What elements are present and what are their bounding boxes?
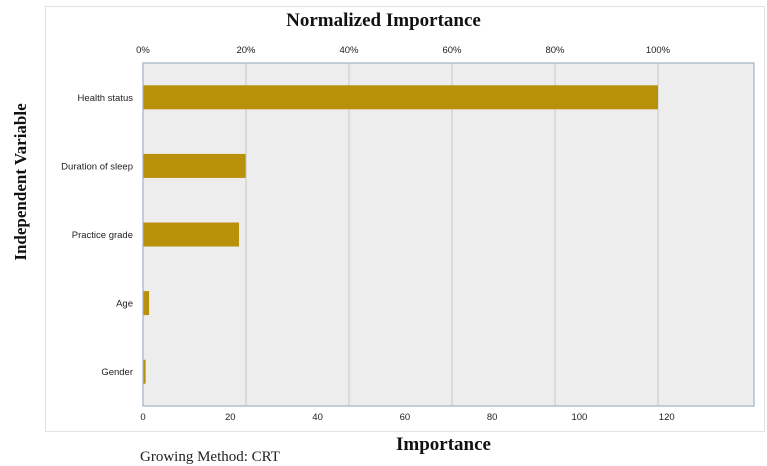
grid-lines: [245, 63, 659, 406]
chart-title: Normalized Importance: [286, 10, 481, 31]
x-tick-label: 0: [140, 412, 145, 423]
top-tick-label: 20%: [236, 45, 256, 56]
x-tick-label: 20: [225, 412, 236, 423]
top-tick-labels: 0% 20% 40% 60% 80% 100%: [136, 45, 671, 56]
x-tick-label: 60: [400, 412, 411, 423]
bar: [143, 153, 246, 178]
bar: [143, 291, 150, 316]
plot-border: [142, 62, 755, 407]
top-tick-label: 80%: [545, 45, 565, 56]
top-tick-label: 40%: [339, 45, 359, 56]
x-axis-title: Importance: [396, 434, 491, 455]
category-label: Age: [116, 299, 133, 310]
top-tick-label: 0%: [136, 45, 150, 56]
plot-area: [143, 63, 754, 406]
category-label: Duration of sleep: [61, 161, 133, 172]
top-tick-label: 100%: [646, 45, 671, 56]
category-labels: Health status Duration of sleep Practice g…: [61, 93, 133, 378]
x-tick-labels: 0 20 40 60 80 100 120: [140, 412, 674, 423]
category-label: Health status: [78, 93, 134, 104]
top-tick-label: 60%: [442, 45, 462, 56]
x-tick-label: 100: [571, 412, 587, 423]
bars: [143, 85, 658, 384]
bar: [143, 222, 240, 247]
bar: [143, 85, 658, 110]
bar: [143, 359, 146, 384]
x-tick-label: 40: [312, 412, 323, 423]
category-label: Practice grade: [72, 230, 133, 241]
category-label: Gender: [101, 367, 133, 378]
x-tick-label: 120: [659, 412, 675, 423]
x-tick-label: 80: [487, 412, 498, 423]
